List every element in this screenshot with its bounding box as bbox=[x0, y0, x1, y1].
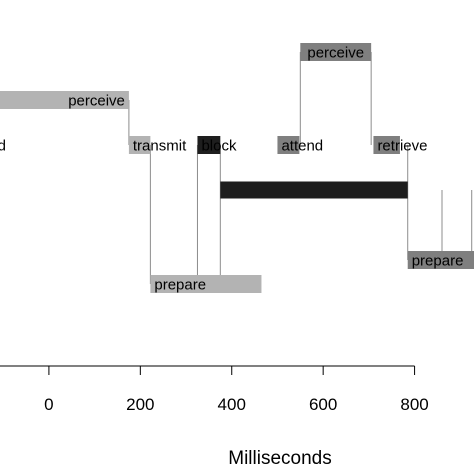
operation-label: transmit bbox=[133, 138, 187, 155]
operation-bar bbox=[0, 91, 129, 109]
operation-bar bbox=[407, 251, 474, 269]
x-tick-label: 600 bbox=[309, 395, 337, 414]
operation-bar bbox=[277, 136, 300, 154]
operation-label: d bbox=[0, 138, 6, 155]
operation-bar bbox=[220, 181, 408, 199]
operation-bar bbox=[373, 136, 400, 154]
operation-label: block bbox=[201, 138, 237, 155]
operation-label: perceive bbox=[307, 45, 364, 62]
connector-lines bbox=[128, 52, 473, 284]
x-tick-label: 200 bbox=[126, 395, 154, 414]
operation-label: prepare bbox=[154, 277, 206, 294]
operation-label: perceive bbox=[68, 93, 125, 110]
operation-bar bbox=[150, 275, 262, 293]
operation-bars bbox=[0, 43, 474, 293]
operation-bar bbox=[300, 43, 372, 61]
x-tick-label: 400 bbox=[218, 395, 246, 414]
x-tick-label: 800 bbox=[400, 395, 428, 414]
operation-label: retrieve bbox=[377, 138, 427, 155]
operation-label: prepare bbox=[412, 253, 464, 270]
x-axis: 0 200 400 600 800 bbox=[0, 365, 429, 414]
operation-labels: perceive perceive d transmit block attend retr… bbox=[0, 45, 463, 294]
operation-bar bbox=[128, 136, 151, 154]
operation-bar bbox=[197, 136, 221, 154]
operation-label: attend bbox=[281, 138, 323, 155]
x-axis-title: Milliseconds bbox=[228, 448, 331, 469]
x-tick-label: 0 bbox=[44, 395, 53, 414]
